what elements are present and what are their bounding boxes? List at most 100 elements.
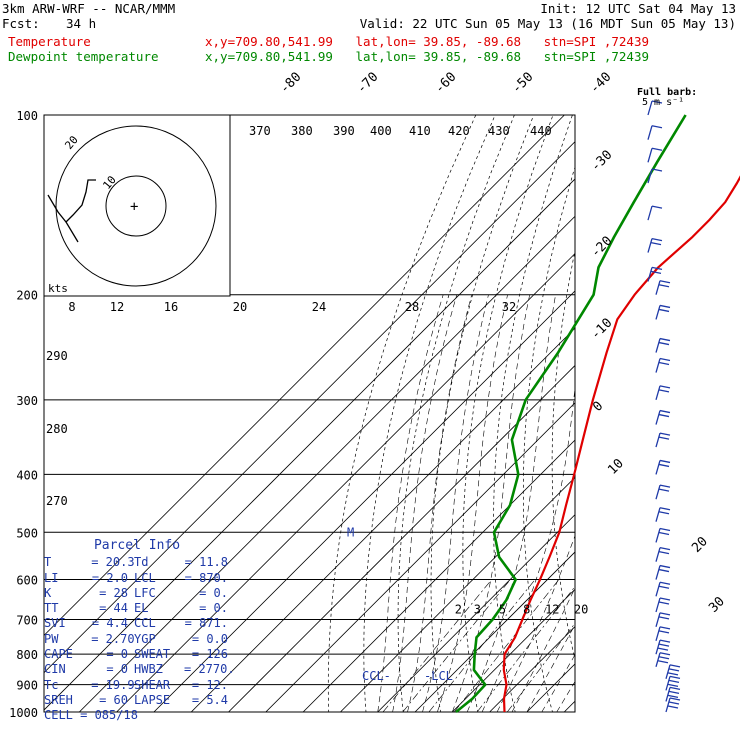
wind-barb-flag bbox=[658, 630, 670, 634]
wind-barb-staff bbox=[655, 460, 661, 475]
wind-barb-staff bbox=[665, 676, 671, 691]
wind-barb bbox=[655, 304, 671, 320]
wind-barb bbox=[655, 547, 671, 562]
parcel-value: = 44 bbox=[91, 601, 128, 616]
parcel-key: SVI bbox=[44, 616, 66, 631]
temperature-line bbox=[502, 175, 740, 713]
forecast-label: Fcst: bbox=[2, 16, 40, 31]
parcel-row: CAPE = 0 SWEAT = 126 bbox=[44, 647, 230, 662]
wind-barb bbox=[655, 385, 671, 401]
wind-barb-staff bbox=[665, 687, 671, 702]
parcel-key: YGP bbox=[134, 631, 156, 646]
wind-barb-flag bbox=[669, 697, 681, 701]
wind-barb-staff bbox=[655, 280, 661, 295]
dry-adiabat bbox=[397, 115, 515, 712]
parcel-key: TT bbox=[44, 601, 59, 616]
parcel-key: CIN bbox=[44, 662, 66, 677]
parcel-row: LI = 2.0 LCL = 870. bbox=[44, 571, 230, 586]
wind-barb-flag bbox=[650, 241, 662, 246]
moist-adiabat bbox=[437, 294, 508, 712]
wind-barb-flag bbox=[659, 507, 671, 511]
pressure-label-1000: 1000 bbox=[9, 706, 38, 720]
moist-adiabat bbox=[511, 587, 575, 712]
mixing-ratio-line bbox=[506, 622, 575, 712]
wind-barb-flag bbox=[659, 337, 671, 342]
wind-barb-staff bbox=[655, 652, 661, 667]
wind-barb-flag bbox=[659, 484, 671, 488]
hodograph-ring-kts: 28 bbox=[405, 300, 419, 314]
parcel-value: = 0. bbox=[199, 601, 228, 616]
isotherm-line bbox=[44, 178, 575, 711]
parcel-key: LFC bbox=[134, 585, 156, 600]
wind-barb bbox=[665, 664, 681, 680]
parcel-key: SREH bbox=[44, 692, 73, 707]
wind-barb bbox=[655, 280, 671, 295]
dry-adiabat bbox=[708, 115, 740, 725]
wind-barb-flag bbox=[658, 585, 670, 589]
parcel-value: = 19.9 bbox=[84, 677, 135, 692]
theta-label: 440 bbox=[530, 124, 552, 138]
parcel-row: TT = 44 EL = 0. bbox=[44, 601, 230, 616]
parcel-value: = 4.4 bbox=[84, 616, 128, 631]
wind-barb-flag bbox=[651, 125, 663, 129]
dry-adiabat bbox=[327, 115, 477, 712]
wind-barb-flag bbox=[658, 284, 670, 288]
forecast-hour: 34 h bbox=[66, 16, 97, 31]
wind-barb-staff bbox=[655, 528, 661, 543]
wind-barb-staff bbox=[647, 205, 653, 221]
parcel-cell-value: CELL = 085/18 bbox=[44, 708, 138, 723]
wind-barb-flag bbox=[658, 643, 670, 647]
wind-barb-flag bbox=[658, 616, 670, 620]
wind-barb bbox=[655, 652, 671, 667]
wind-barb-flag bbox=[658, 341, 670, 346]
pressure-label-500: 500 bbox=[16, 526, 38, 540]
mixing-ratio-label: 8 bbox=[523, 603, 530, 617]
wind-barb-flag bbox=[659, 304, 671, 309]
wind-barb-staff bbox=[655, 338, 661, 353]
pressure-label-400: 400 bbox=[16, 468, 38, 482]
wind-barb-staff bbox=[655, 582, 661, 597]
wind-barb bbox=[647, 237, 663, 253]
parcel-value: = 0.0 bbox=[191, 631, 228, 646]
pressure-label-200: 200 bbox=[16, 289, 38, 303]
hodograph-ring-kts: 16 bbox=[164, 300, 178, 314]
dry-adiabat bbox=[607, 115, 669, 725]
wind-barb-staff bbox=[647, 238, 653, 253]
parcel-key: HWBZ bbox=[134, 662, 163, 677]
wind-barb-flag bbox=[658, 413, 670, 418]
isotherm-label: -60 bbox=[432, 70, 459, 97]
wind-barb-flag bbox=[667, 672, 679, 676]
wind-barb-flag bbox=[658, 551, 670, 555]
isotherm-line bbox=[228, 364, 575, 712]
isotherm-line bbox=[79, 215, 575, 712]
wind-barb-flag bbox=[658, 531, 670, 536]
hodograph-ring bbox=[55, 125, 217, 287]
theta-label: 390 bbox=[333, 124, 355, 138]
isotherm-line bbox=[153, 290, 575, 712]
hodograph-box bbox=[43, 114, 231, 297]
parcel-row: K = 28 LFC = 0. bbox=[44, 586, 230, 601]
wind-barb-staff bbox=[655, 626, 661, 642]
parcel-row: SREH = 60 LAPSE = 5.4 bbox=[44, 693, 230, 708]
wind-barb-flag bbox=[651, 100, 663, 104]
wind-barb bbox=[647, 266, 663, 282]
wind-barb-staff bbox=[655, 639, 661, 655]
init-time: Init: 12 UTC Sat 04 May 13 bbox=[540, 1, 736, 16]
hodograph-ring-kts: 32 bbox=[502, 300, 516, 314]
valid-time: Valid: 22 UTC Sun 05 May 13 (16 MDT Sun … bbox=[359, 16, 736, 31]
wind-barb-flag bbox=[659, 597, 671, 601]
wind-barb-staff bbox=[655, 565, 661, 580]
wind-barb-flag bbox=[669, 675, 681, 680]
parcel-value: = 2.0 bbox=[84, 570, 128, 585]
mixing-ratio-line bbox=[428, 579, 536, 712]
dry-adiabat bbox=[551, 249, 575, 661]
hodograph-unit: kts bbox=[48, 282, 68, 295]
parcel-value: = 0 bbox=[99, 647, 128, 662]
wind-barb bbox=[647, 100, 663, 116]
wind-barb bbox=[655, 626, 671, 642]
hodograph-ring-kts: 12 bbox=[110, 300, 124, 314]
wind-barb-flag bbox=[659, 652, 671, 656]
dry-adiabat bbox=[522, 166, 575, 712]
parcel-key: LAPSE bbox=[134, 692, 171, 707]
theta-left-label: 270 bbox=[46, 494, 68, 508]
